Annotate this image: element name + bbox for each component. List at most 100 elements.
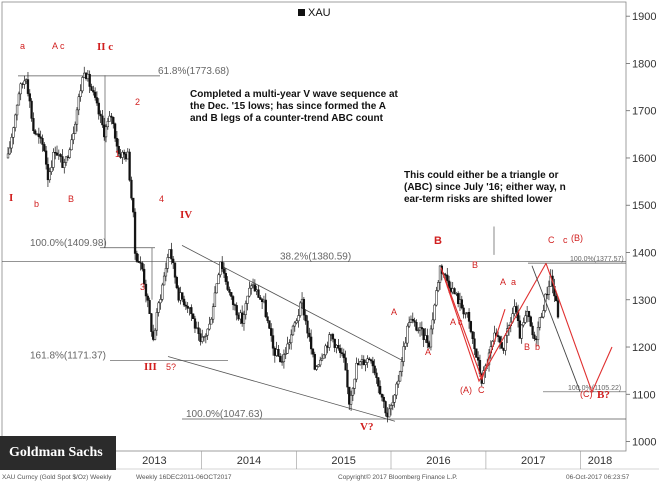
price-candle: [525, 310, 529, 317]
note-v-wave-line: Completed a multi-year V wave sequence a…: [190, 89, 399, 100]
price-candle: [266, 316, 269, 321]
price-candle: [259, 297, 262, 300]
price-candle: [473, 338, 476, 350]
price-candle: [317, 364, 320, 367]
price-candle: [208, 323, 211, 330]
price-candle: [237, 314, 240, 320]
price-candle: [6, 153, 10, 159]
wave-label: A c: [52, 41, 65, 51]
wave-label: a: [20, 41, 25, 51]
footer-range: Weekly 16DEC2011-06OCT2017: [136, 474, 232, 481]
price-candle: [26, 79, 30, 94]
scenario-path-red: [545, 263, 613, 394]
price-candle: [202, 336, 206, 338]
price-candle: [121, 151, 124, 158]
x-tick-label: 2015: [331, 455, 355, 467]
price-candle: [17, 93, 21, 106]
price-candle: [70, 139, 73, 151]
price-candle: [346, 369, 349, 388]
price-candle: [77, 96, 80, 111]
x-tick-label: 2016: [426, 455, 450, 467]
wave-label: C: [478, 385, 485, 395]
price-candle: [170, 249, 173, 260]
price-candle: [233, 304, 237, 306]
price-candle: [464, 313, 467, 315]
price-candle: [462, 307, 465, 315]
price-candle: [467, 312, 471, 322]
price-candle: [540, 316, 543, 319]
price-candle: [46, 164, 50, 181]
price-candle: [451, 288, 454, 293]
price-candle: [66, 156, 70, 158]
price-candle: [137, 261, 140, 263]
price-candle: [438, 265, 442, 283]
price-candle: [391, 401, 394, 406]
price-candle: [219, 261, 222, 276]
price-candle: [293, 322, 296, 327]
y-tick-label: 1100: [632, 389, 656, 401]
price-candle: [262, 299, 266, 303]
price-candle: [159, 299, 162, 304]
price-candle: [157, 302, 160, 313]
y-tick-label: 1300: [632, 295, 656, 307]
goldman-sachs-logo: Goldman Sachs: [0, 436, 116, 470]
y-tick-label: 1500: [632, 200, 656, 212]
price-candle: [536, 327, 540, 341]
price-candle: [55, 152, 59, 156]
price-candle: [221, 261, 224, 270]
price-candle: [39, 136, 42, 139]
price-candle: [527, 310, 531, 318]
price-candle: [502, 348, 505, 351]
price-candle: [12, 127, 15, 138]
price-candle: [417, 329, 420, 332]
price-candle: [342, 353, 345, 359]
price-candle: [250, 285, 253, 289]
y-tick-label: 1000: [632, 437, 656, 449]
price-candle: [126, 151, 129, 160]
wave-label: a: [511, 277, 516, 287]
price-candle: [460, 299, 463, 309]
price-candle: [406, 325, 409, 344]
wave-label: A: [500, 277, 506, 287]
wave-label: I: [9, 192, 13, 204]
price-candle: [373, 365, 376, 374]
wave-label: B: [524, 342, 530, 352]
scenario-path-dark: [531, 265, 581, 392]
wave-label: 1: [115, 149, 120, 159]
price-candle: [322, 354, 325, 359]
price-candle: [213, 292, 217, 307]
price-candle: [32, 118, 35, 132]
price-candle: [302, 298, 306, 316]
price-candle: [319, 359, 322, 366]
x-tick-label: 2018: [588, 455, 612, 467]
y-tick-label: 1800: [632, 58, 656, 70]
price-candle: [290, 334, 293, 343]
wave-label: (C): [580, 389, 593, 399]
price-candle: [453, 288, 456, 295]
price-candle: [444, 274, 447, 276]
price-candle: [57, 154, 60, 156]
price-candle: [228, 289, 231, 293]
fib-38-2-level-label: 38.2%(1380.59): [280, 252, 351, 263]
price-candle: [429, 328, 433, 348]
x-tick-label: 2017: [521, 455, 545, 467]
price-candle: [88, 73, 91, 87]
price-candle: [282, 354, 286, 363]
price-candle: [211, 306, 215, 320]
price-candle: [197, 327, 200, 334]
price-candle: [103, 124, 106, 138]
wave-label: B: [434, 235, 442, 247]
price-candle: [520, 324, 523, 339]
price-candle: [59, 154, 62, 157]
price-candle: [286, 343, 289, 354]
price-candle: [64, 156, 68, 163]
price-candle: [172, 258, 175, 264]
price-candle: [331, 334, 335, 340]
price-candle: [75, 109, 79, 125]
wave-label: B: [472, 260, 478, 270]
price-candle: [471, 331, 474, 340]
price-candle: [337, 345, 340, 349]
price-candle: [35, 133, 39, 135]
price-candle: [279, 356, 282, 363]
